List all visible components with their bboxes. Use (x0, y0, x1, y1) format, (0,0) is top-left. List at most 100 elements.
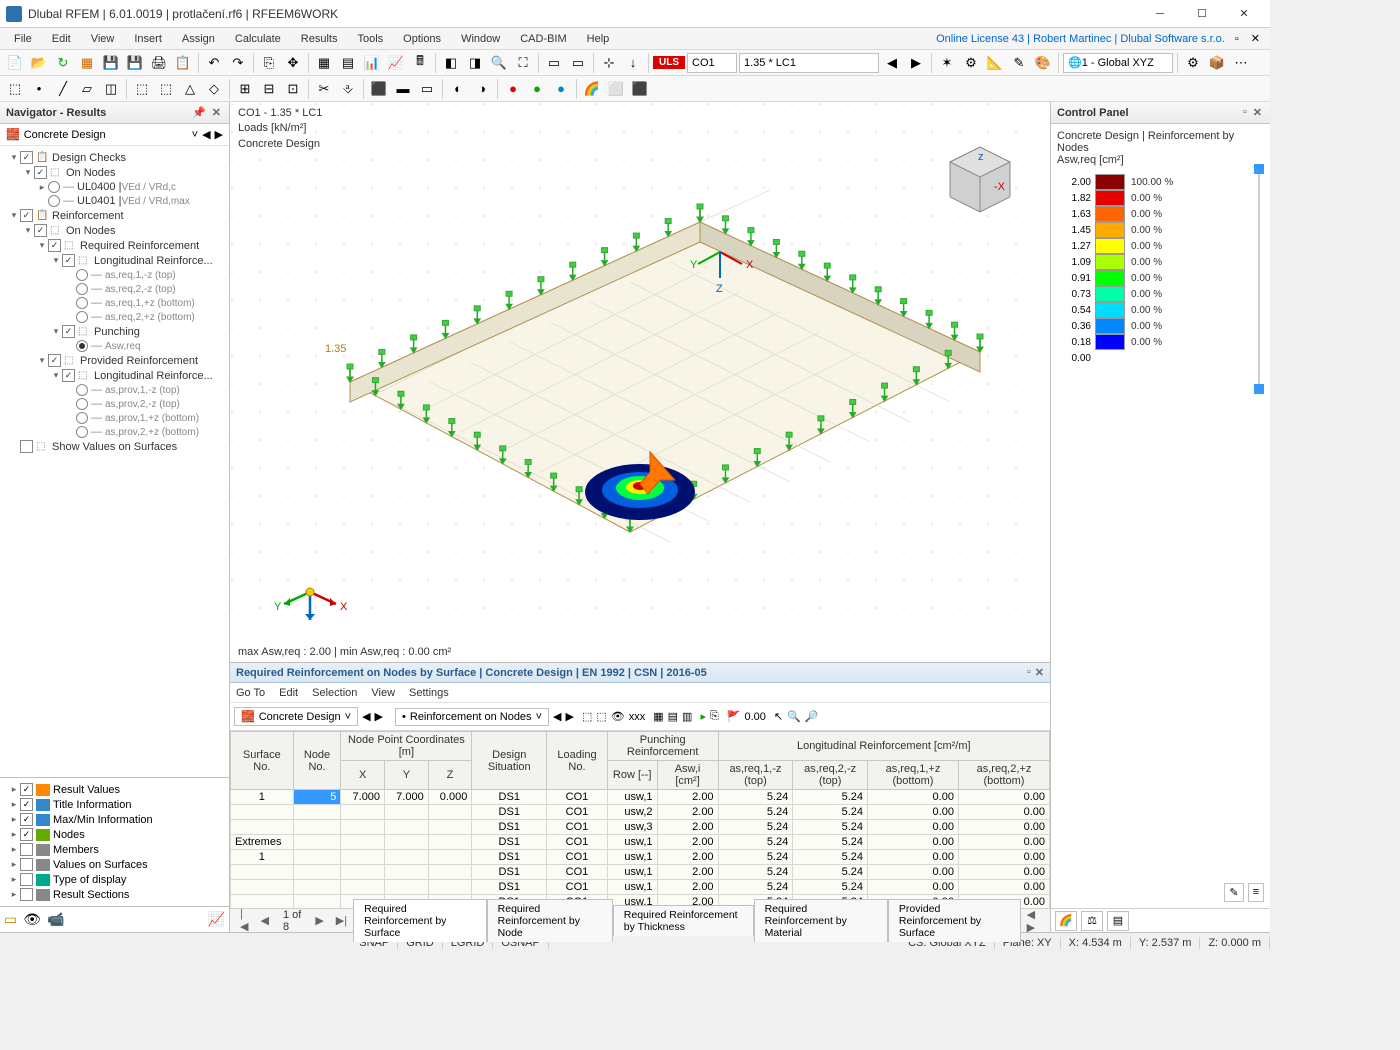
table-row[interactable]: DS1CO1usw,12.005.245.240.000.00 (231, 865, 1050, 880)
coord-combo[interactable]: 🌐 1 - Global XYZ (1063, 53, 1173, 73)
results-dd1[interactable]: 🧱 Concrete Design ˅ (234, 707, 358, 726)
table-row[interactable]: 1DS1CO1usw,12.005.245.240.000.00 (231, 850, 1050, 865)
select-icon[interactable]: ⬚ (4, 78, 26, 100)
nav-close-icon[interactable]: ✕ (210, 106, 223, 119)
t2-g-icon[interactable]: ⊡ (282, 78, 304, 100)
r-t11-icon[interactable]: 0.00 (744, 711, 765, 723)
r-prev1-icon[interactable]: ◀ (362, 710, 370, 723)
t2-n-icon[interactable]: ◑ (471, 78, 493, 100)
r-t1-icon[interactable]: ⬚ (582, 710, 592, 723)
cube2-icon[interactable]: ◨ (464, 52, 486, 74)
bottom-nav-item[interactable]: ▸✓Nodes (2, 827, 227, 842)
bottom-nav-item[interactable]: ▸Members (2, 842, 227, 857)
grid2-icon[interactable]: ▤ (337, 52, 359, 74)
tree-node[interactable]: —as,req,2,+z (bottom) (2, 310, 227, 324)
solid-icon[interactable]: ◫ (100, 78, 122, 100)
rmenu-settings[interactable]: Settings (409, 687, 449, 699)
rtab-prev-icon[interactable]: ◀ (254, 914, 274, 927)
more-icon[interactable]: ⋯ (1230, 52, 1252, 74)
results-close-icon[interactable]: ✕ (1035, 666, 1044, 679)
menu-insert[interactable]: Insert (124, 31, 172, 47)
tree-node[interactable]: —as,prov,1,+z (bottom) (2, 411, 227, 425)
r-next2-icon[interactable]: ▶ (565, 710, 573, 723)
loads-icon[interactable]: ↓ (622, 52, 644, 74)
nav-tab3-icon[interactable]: 📹 (47, 911, 64, 928)
bottom-nav-item[interactable]: ▸Values on Surfaces (2, 857, 227, 872)
rmenu-view[interactable]: View (371, 687, 395, 699)
cp-close-icon[interactable]: ✕ (1251, 106, 1264, 119)
t2-s-icon[interactable]: ⬜ (605, 78, 627, 100)
results-icon[interactable]: 📊 (361, 52, 383, 74)
t2-e-icon[interactable]: ⊞ (234, 78, 256, 100)
t2-j-icon[interactable]: ⬛ (368, 78, 390, 100)
grid1-icon[interactable]: ▦ (313, 52, 335, 74)
new-icon[interactable]: 📄 (4, 52, 26, 74)
close-button[interactable]: ✕ (1224, 2, 1264, 26)
refresh-icon[interactable]: ↻ (52, 52, 74, 74)
cp-pin-icon[interactable]: ▫ (1241, 106, 1249, 119)
cp-tab3-icon[interactable]: ▤ (1107, 911, 1129, 931)
surface-icon[interactable]: ▱ (76, 78, 98, 100)
line-icon[interactable]: ╱ (52, 78, 74, 100)
nav-next-icon[interactable]: ▶ (215, 128, 223, 141)
cp-edit-icon[interactable]: ✎ (1224, 883, 1243, 902)
menu-view[interactable]: View (81, 31, 125, 47)
tree-node[interactable]: ▸—UL0400 | VEd / VRd,c (2, 180, 227, 194)
cube1-icon[interactable]: ◧ (440, 52, 462, 74)
tree-node[interactable]: —as,req,2,-z (top) (2, 282, 227, 296)
cp-tab2-icon[interactable]: ⚖ (1081, 911, 1103, 931)
layer2-icon[interactable]: ▭ (567, 52, 589, 74)
navigator-bottom[interactable]: ▸✓Result Values▸✓Title Information▸✓Max/… (0, 777, 229, 906)
rtab-next-icon[interactable]: ▶ (309, 914, 329, 927)
tree-node[interactable]: —as,prov,1,-z (top) (2, 383, 227, 397)
r-t12-icon[interactable]: ↖ (774, 710, 783, 723)
nav-tab1-icon[interactable]: ▭ (4, 911, 17, 928)
nav-dropdown[interactable]: Concrete Design (24, 129, 188, 141)
axis-icon[interactable]: ⊹ (598, 52, 620, 74)
t2-l-icon[interactable]: ▭ (416, 78, 438, 100)
tree-node[interactable]: ▾✓📋Reinforcement (2, 208, 227, 223)
t2-m-icon[interactable]: ◐ (447, 78, 469, 100)
table-row[interactable]: DS1CO1usw,22.005.245.240.000.00 (231, 805, 1050, 820)
menu-calculate[interactable]: Calculate (225, 31, 291, 47)
menu-file[interactable]: File (4, 31, 42, 47)
t2-o-icon[interactable]: ● (502, 78, 524, 100)
mdi-close-icon[interactable]: ✕ (1245, 32, 1266, 45)
menu-options[interactable]: Options (393, 31, 451, 47)
rtab-0[interactable]: Required Reinforcement by Surface (353, 899, 487, 942)
report-icon[interactable]: 📋 (172, 52, 194, 74)
results-pin-icon[interactable]: ▫ (1027, 666, 1031, 679)
print-icon[interactable]: 🖨 (148, 52, 170, 74)
bottom-nav-item[interactable]: ▸✓Max/Min Information (2, 812, 227, 827)
tree-node[interactable]: —as,prov,2,-z (top) (2, 397, 227, 411)
r-t9-icon[interactable]: ⎘ (710, 710, 719, 723)
table-row[interactable]: DS1CO1usw,32.005.245.240.000.00 (231, 820, 1050, 835)
chart-icon[interactable]: 📈 (385, 52, 407, 74)
prev-lc-icon[interactable]: ◀ (881, 52, 903, 74)
table-row[interactable]: 157.0007.0000.000DS1CO1usw,12.005.245.24… (231, 790, 1050, 805)
menu-results[interactable]: Results (291, 31, 348, 47)
slider-bottom-handle[interactable] (1254, 384, 1264, 394)
maximize-button[interactable]: ☐ (1182, 2, 1222, 26)
menu-tools[interactable]: Tools (347, 31, 393, 47)
rmenu-edit[interactable]: Edit (279, 687, 298, 699)
r-t3-icon[interactable]: 👁 (611, 710, 625, 723)
tree-node[interactable]: ▾✓⬚Longitudinal Reinforce... (2, 253, 227, 268)
t2-d-icon[interactable]: ◇ (203, 78, 225, 100)
r-t14-icon[interactable]: 🔎 (805, 710, 819, 723)
r-t10-icon[interactable]: 🚩 (727, 710, 741, 723)
results-dd2[interactable]: • Reinforcement on Nodes ˅ (395, 708, 549, 726)
gear-icon[interactable]: ⚙ (1182, 52, 1204, 74)
copy-icon[interactable]: ⎘ (258, 52, 280, 74)
calc-icon[interactable]: 🖩 (409, 52, 431, 74)
t2-t-icon[interactable]: ⬛ (629, 78, 651, 100)
save-icon[interactable]: 💾 (100, 52, 122, 74)
r-t2-icon[interactable]: ⬚ (596, 710, 606, 723)
rtab-first-icon[interactable]: |◀ (234, 908, 254, 933)
results-table[interactable]: Surface No. Node No. Node Point Coordina… (230, 731, 1050, 908)
nav-tab2-icon[interactable]: 👁 (23, 911, 41, 928)
tree-node[interactable]: ▾✓⬚Provided Reinforcement (2, 353, 227, 368)
loadfactor-combo[interactable]: 1.35 * LC1 (739, 53, 879, 73)
viewport-3d[interactable]: -X z X Y Z X Y Z 1.35 CO1 (230, 102, 1050, 662)
rtab-3[interactable]: Required Reinforcement by Material (754, 899, 888, 942)
